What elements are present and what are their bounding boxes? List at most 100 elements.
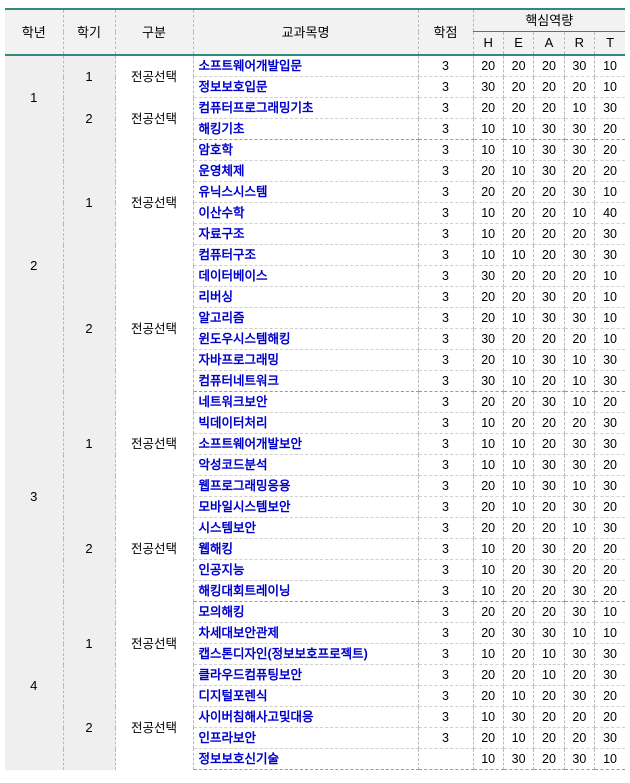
- table-row: 3 1 전공선택 네트워크보안 3 20 20 30 10 20: [5, 391, 626, 602]
- cell-course-name[interactable]: 빅데이터처리: [192, 412, 419, 434]
- cell-course-name[interactable]: 정보보호신기술: [192, 748, 419, 770]
- cell-course-name[interactable]: 사이버침해사고및대응: [192, 706, 419, 728]
- cell-course-name[interactable]: 윈도우시스템해킹: [192, 328, 419, 350]
- cell-course-name[interactable]: 인프라보안: [192, 727, 419, 749]
- cell-course-name[interactable]: 소프트웨어개발보안: [192, 433, 419, 455]
- table-row: 자료구조 3 10 20 20 20 30: [5, 223, 626, 245]
- cell-course-name[interactable]: 웹해킹: [192, 538, 419, 560]
- cell-competency-t: 30: [594, 349, 626, 371]
- cell-course-type: 전공선택: [115, 685, 194, 770]
- cell-course-name[interactable]: 리버싱: [192, 286, 419, 308]
- cell-competency-a: 20: [533, 202, 565, 224]
- cell-competency-h: 10: [473, 244, 504, 266]
- cell-competency-r: 20: [564, 706, 596, 728]
- cell-competency-e: 30: [503, 622, 535, 644]
- table-row: 윈도우시스템해킹 3 30 20 20 20 10: [5, 328, 626, 350]
- cell-competency-r: 30: [564, 55, 596, 77]
- cell-competency-a: 20: [533, 496, 565, 518]
- cell-competency-a: 30: [533, 139, 565, 161]
- cell-course-name[interactable]: 컴퓨터네트워크: [192, 370, 419, 392]
- cell-course-name[interactable]: 네트워크보안: [192, 391, 419, 413]
- cell-competency-h: 20: [473, 601, 504, 623]
- cell-credit: 3: [418, 370, 474, 392]
- cell-competency-h: 20: [473, 622, 504, 644]
- cell-competency-e: 10: [503, 160, 535, 182]
- cell-course-name[interactable]: 소프트웨어개발입문: [192, 55, 419, 77]
- cell-competency-t: 20: [594, 706, 626, 728]
- table-row: 운영체제 3 20 10 30 20 20: [5, 160, 626, 182]
- cell-course-name[interactable]: 인공지능: [192, 559, 419, 581]
- cell-course-name[interactable]: 디지털포렌식: [192, 685, 419, 707]
- cell-competency-a: 20: [533, 601, 565, 623]
- cell-competency-r: 10: [564, 349, 596, 371]
- cell-course-name[interactable]: 정보보호입문: [192, 76, 419, 98]
- cell-course-name[interactable]: 해킹대회트레이닝: [192, 580, 419, 602]
- cell-competency-t: 30: [594, 370, 626, 392]
- cell-competency-e: 20: [503, 391, 535, 413]
- cell-competency-e: 10: [503, 727, 535, 749]
- cell-course-name[interactable]: 암호학: [192, 139, 419, 161]
- cell-course-name[interactable]: 데이터베이스: [192, 265, 419, 287]
- cell-competency-e: 10: [503, 685, 535, 707]
- table-row: 인프라보안 3 20 10 20 20 30: [5, 727, 626, 749]
- table-row: 사이버침해사고및대응 3 10 30 20 20 20: [5, 706, 626, 728]
- cell-course-name[interactable]: 자바프로그래밍: [192, 349, 419, 371]
- cell-competency-a: 20: [533, 97, 565, 119]
- cell-competency-a: 20: [533, 685, 565, 707]
- cell-competency-t: 40: [594, 202, 626, 224]
- cell-semester: 1: [63, 391, 116, 497]
- cell-course-name[interactable]: 해킹기초: [192, 118, 419, 140]
- cell-competency-h: 20: [473, 664, 504, 686]
- cell-course-name[interactable]: 운영체제: [192, 160, 419, 182]
- cell-competency-t: 20: [594, 580, 626, 602]
- column-header-credit: 학점: [418, 8, 474, 56]
- cell-competency-h: 20: [473, 55, 504, 77]
- cell-competency-a: 30: [533, 349, 565, 371]
- table-row: 차세대보안관제 3 20 30 30 10 10: [5, 622, 626, 644]
- cell-course-name[interactable]: 유닉스시스템: [192, 181, 419, 203]
- cell-competency-h: 10: [473, 559, 504, 581]
- cell-course-name[interactable]: 모바일시스템보안: [192, 496, 419, 518]
- cell-competency-r: 20: [564, 328, 596, 350]
- cell-course-name[interactable]: 클라우드컴퓨팅보안: [192, 664, 419, 686]
- cell-competency-a: 30: [533, 454, 565, 476]
- cell-competency-h: 20: [473, 286, 504, 308]
- cell-competency-t: 30: [594, 643, 626, 665]
- cell-competency-h: 20: [473, 685, 504, 707]
- cell-competency-t: 20: [594, 685, 626, 707]
- cell-course-name[interactable]: 시스템보안: [192, 517, 419, 539]
- cell-competency-a: 30: [533, 559, 565, 581]
- cell-credit: 3: [418, 517, 474, 539]
- cell-course-name[interactable]: 알고리즘: [192, 307, 419, 329]
- cell-competency-h: 10: [473, 538, 504, 560]
- cell-competency-t: 10: [594, 328, 626, 350]
- cell-semester: 1: [63, 601, 116, 686]
- table-row: 유닉스시스템 3 20 20 20 30 10: [5, 181, 626, 203]
- cell-competency-r: 30: [564, 580, 596, 602]
- cell-course-name[interactable]: 이산수학: [192, 202, 419, 224]
- cell-competency-a: 20: [533, 223, 565, 245]
- cell-course-name[interactable]: 모의해킹: [192, 601, 419, 623]
- cell-competency-r: 10: [564, 622, 596, 644]
- table-row: 정보보호입문 3 30 20 20 20 10: [5, 76, 626, 98]
- cell-course-name[interactable]: 자료구조: [192, 223, 419, 245]
- cell-competency-t: 30: [594, 412, 626, 434]
- cell-competency-t: 10: [594, 181, 626, 203]
- table-row: 이산수학 3 10 20 20 10 40: [5, 202, 626, 224]
- cell-course-name[interactable]: 차세대보안관제: [192, 622, 419, 644]
- cell-course-name[interactable]: 웹프로그래밍응용: [192, 475, 419, 497]
- cell-competency-e: 10: [503, 475, 535, 497]
- cell-credit: 3: [418, 454, 474, 476]
- table-row: 4 1 전공선택 모의해킹 3 20 20 20 30 10: [5, 601, 626, 770]
- cell-course-name[interactable]: 악성코드분석: [192, 454, 419, 476]
- cell-credit: [418, 748, 474, 770]
- table-row: 캡스톤디자인(정보보호프로젝트) 3 10 20 10 30 30: [5, 643, 626, 665]
- cell-course-name[interactable]: 캡스톤디자인(정보보호프로젝트): [192, 643, 419, 665]
- cell-course-name[interactable]: 컴퓨터구조: [192, 244, 419, 266]
- cell-competency-r: 30: [564, 748, 596, 770]
- cell-competency-e: 20: [503, 55, 535, 77]
- cell-course-name[interactable]: 컴퓨터프로그래밍기초: [192, 97, 419, 119]
- cell-credit: 3: [418, 706, 474, 728]
